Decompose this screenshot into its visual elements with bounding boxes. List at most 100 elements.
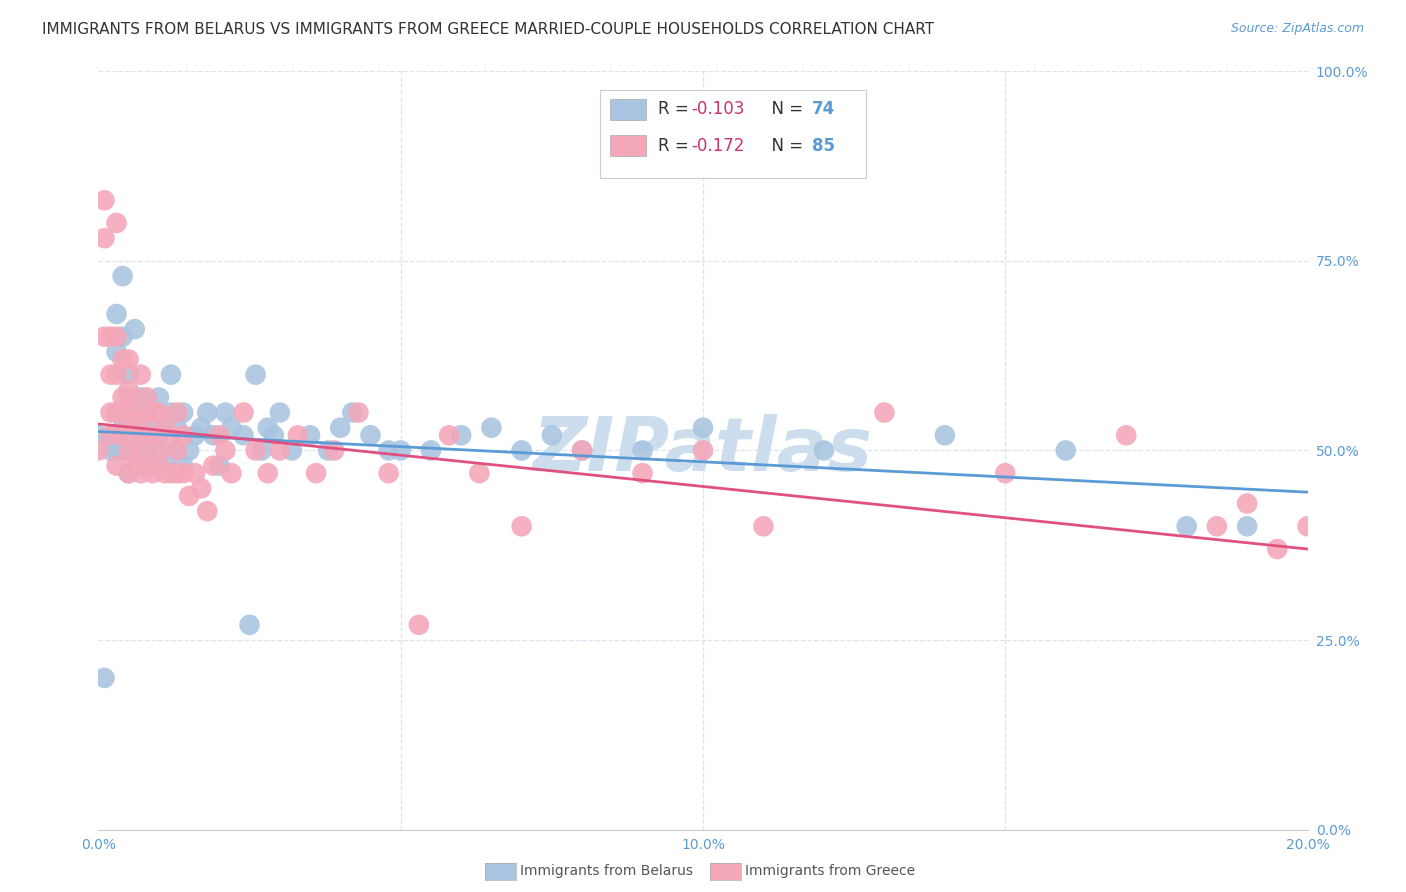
Point (184, 467, 207, 481)
Point (111, 405, 134, 420)
Point (342, 405, 364, 420)
Point (142, 467, 165, 481)
Point (135, 391, 157, 405)
Point (105, 368, 128, 382)
Point (873, 405, 896, 420)
Point (87, 428, 110, 442)
Point (540, 428, 562, 442)
Point (111, 330, 134, 344)
Point (256, 467, 278, 481)
Point (100, 428, 122, 442)
Point (571, 443, 593, 458)
Point (360, 428, 382, 442)
Point (316, 443, 339, 458)
Point (408, 617, 430, 632)
Point (118, 421, 141, 435)
Point (934, 428, 956, 442)
Point (135, 458, 157, 473)
Point (87, 443, 110, 458)
Point (232, 405, 254, 420)
Point (184, 428, 207, 442)
Point (323, 443, 346, 458)
Point (202, 428, 225, 442)
Point (631, 443, 654, 458)
Point (105, 405, 128, 420)
Point (172, 467, 194, 481)
Point (510, 443, 533, 458)
Point (105, 428, 128, 442)
Point (148, 443, 170, 458)
Point (135, 428, 157, 442)
Point (232, 428, 254, 442)
Point (118, 352, 141, 367)
Point (111, 391, 134, 405)
Point (135, 443, 157, 458)
Point (160, 405, 183, 420)
Point (129, 458, 152, 473)
Point (124, 322, 146, 336)
Point (571, 443, 593, 458)
FancyBboxPatch shape (600, 90, 866, 178)
Point (93, 330, 115, 344)
Point (166, 443, 188, 458)
Point (437, 428, 460, 442)
Point (148, 458, 170, 473)
Point (100, 330, 122, 344)
Point (153, 421, 176, 435)
Point (142, 428, 165, 442)
Text: R =: R = (658, 100, 695, 119)
Point (179, 443, 201, 458)
Point (166, 443, 188, 458)
Point (124, 405, 146, 420)
Text: -0.103: -0.103 (690, 100, 744, 119)
Point (118, 405, 141, 420)
Point (214, 405, 236, 420)
Point (105, 405, 128, 420)
Point (481, 421, 503, 435)
Point (105, 443, 128, 458)
Point (118, 368, 141, 382)
Point (172, 428, 194, 442)
Point (129, 413, 152, 427)
Point (124, 443, 146, 458)
Point (1236, 496, 1258, 510)
Point (195, 405, 218, 420)
FancyBboxPatch shape (610, 135, 647, 156)
Point (118, 467, 141, 481)
Point (124, 458, 146, 473)
Point (148, 405, 170, 420)
Point (510, 519, 533, 533)
Point (450, 428, 472, 442)
Point (1344, 519, 1367, 533)
Point (118, 383, 141, 397)
Point (1296, 519, 1319, 533)
Point (111, 352, 134, 367)
Text: Source: ZipAtlas.com: Source: ZipAtlas.com (1230, 22, 1364, 36)
Point (129, 428, 152, 442)
Point (105, 216, 128, 230)
Text: ZIPatlas: ZIPatlas (533, 414, 873, 487)
Point (166, 421, 188, 435)
Point (1357, 534, 1379, 549)
Point (100, 405, 122, 420)
Point (299, 428, 322, 442)
Point (142, 421, 165, 435)
Point (129, 467, 152, 481)
Point (1206, 519, 1229, 533)
Point (111, 428, 134, 442)
Point (239, 617, 262, 632)
Point (263, 428, 285, 442)
Point (377, 467, 399, 481)
Text: IMMIGRANTS FROM BELARUS VS IMMIGRANTS FROM GREECE MARRIED-COUPLE HOUSEHOLDS CORR: IMMIGRANTS FROM BELARUS VS IMMIGRANTS FR… (42, 22, 935, 37)
Point (377, 443, 399, 458)
Point (100, 443, 122, 458)
Point (166, 405, 188, 420)
Point (420, 443, 443, 458)
Point (250, 443, 273, 458)
Point (245, 443, 267, 458)
Point (195, 504, 218, 518)
Point (105, 307, 128, 321)
Point (1327, 557, 1350, 572)
Point (160, 368, 183, 382)
Point (160, 467, 183, 481)
